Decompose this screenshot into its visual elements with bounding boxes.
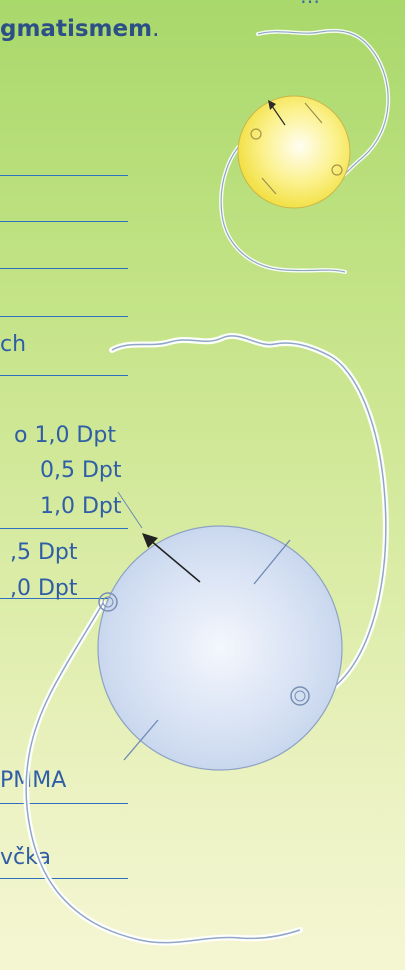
row-text: PMMA [0, 768, 67, 793]
large-intraocular-lens-illustration [23, 333, 389, 946]
table-rule [0, 221, 128, 222]
table-rule [0, 175, 128, 176]
row-text: o 1,0 Dpt [14, 423, 116, 448]
intro-period: . [152, 16, 160, 42]
table-rule [0, 268, 128, 269]
row-text: 1,0 Dpt [40, 494, 122, 519]
table-rule [0, 878, 128, 879]
row-text: ch [0, 332, 27, 357]
row-text: ,0 Dpt [10, 576, 78, 601]
top-text-fragment: … [300, 0, 320, 6]
row-text: 0,5 Dpt [40, 458, 122, 483]
table-rule [0, 375, 128, 376]
small-intraocular-lens-illustration [219, 28, 391, 274]
intro-bold-word: gmatismem [0, 16, 153, 42]
table-rule [0, 598, 128, 599]
table-rule [0, 528, 128, 529]
table-rule [0, 316, 128, 317]
intro-heading: gmatismem. [0, 16, 159, 42]
table-rule [0, 803, 128, 804]
row-text: ,5 Dpt [10, 540, 78, 565]
